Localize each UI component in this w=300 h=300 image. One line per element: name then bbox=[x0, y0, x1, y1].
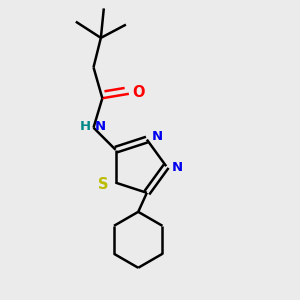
Text: O: O bbox=[132, 85, 145, 100]
Text: N: N bbox=[172, 161, 183, 174]
Text: H: H bbox=[80, 120, 91, 133]
Text: S: S bbox=[98, 178, 108, 193]
Text: N: N bbox=[95, 120, 106, 133]
Text: N: N bbox=[152, 130, 163, 142]
